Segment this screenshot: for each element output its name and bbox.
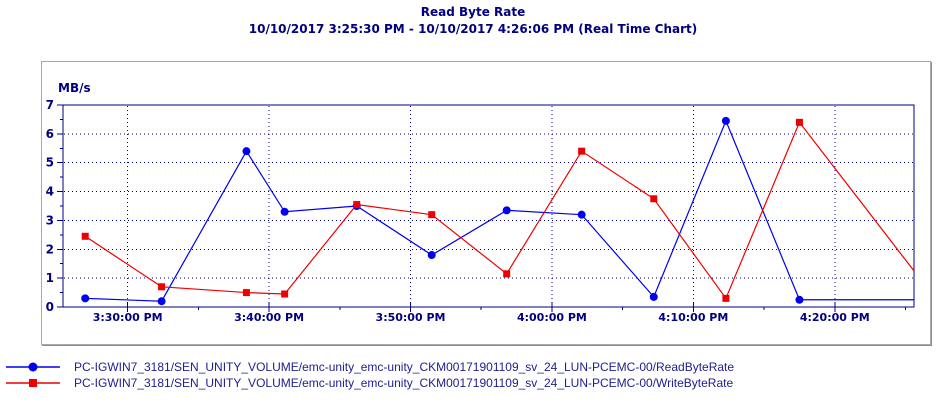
write-series-marker <box>353 201 361 209</box>
write-series-marker <box>428 211 436 219</box>
write-series-marker <box>242 289 250 297</box>
read-series-marker <box>242 147 251 156</box>
write-series-marker <box>578 147 586 155</box>
chart-canvas: 3:30:00 PM 3:40:00 PM 3:50:00 PM 4:00:00 PM… <box>46 81 915 324</box>
legend-marker-circle-icon <box>28 362 38 372</box>
x-tick-label: 4:00:00 PM <box>517 311 587 324</box>
write-series-marker <box>81 232 89 240</box>
write-series-marker <box>503 270 511 278</box>
legend-marker-square-icon <box>29 379 37 387</box>
chart-subtitle: 10/10/2017 3:25:30 PM - 10/10/2017 4:26:… <box>248 22 698 36</box>
read-series-marker <box>577 210 586 219</box>
read-series-marker <box>649 292 658 301</box>
write-series-marker <box>281 290 289 298</box>
write-series-marker <box>722 294 730 302</box>
y-tick-label: 5 <box>46 156 54 170</box>
y-tick-label: 3 <box>46 213 54 227</box>
write-series-marker <box>650 195 658 203</box>
write-series-line <box>84 121 915 300</box>
legend-label-readbyterate: PC-IGWIN7_3181/SEN_UNITY_VOLUME/emc-unit… <box>74 360 735 374</box>
x-tick-label: 3:40:00 PM <box>234 311 304 324</box>
read-series-line <box>85 119 914 302</box>
write-series-swatch-icon <box>6 379 60 387</box>
y-tick-label: 7 <box>46 98 54 112</box>
legend-row-writebyterate: PC-IGWIN7_3181/SEN_UNITY_VOLUME/emc-unit… <box>4 375 734 391</box>
read-series-marker <box>280 207 289 216</box>
x-tick-label: 3:30:00 PM <box>93 311 163 324</box>
read-series-marker <box>795 295 804 304</box>
legend: PC-IGWIN7_3181/SEN_UNITY_VOLUME/emc-unit… <box>4 359 734 391</box>
chart-frame: 3:30:00 PM 3:40:00 PM 3:50:00 PM 4:00:00 PM… <box>41 61 931 345</box>
read-series-marker <box>427 251 436 260</box>
x-tick-label: 3:50:00 PM <box>376 311 446 324</box>
legend-label-writebyterate: PC-IGWIN7_3181/SEN_UNITY_VOLUME/emc-unit… <box>74 376 734 390</box>
chart-title: Read Byte Rate <box>420 5 526 19</box>
y-tick-label: 1 <box>46 271 54 285</box>
legend-row-readbyterate: PC-IGWIN7_3181/SEN_UNITY_VOLUME/emc-unit… <box>4 359 734 375</box>
write-series-marker <box>795 118 803 126</box>
write-series-marker <box>158 283 166 291</box>
read-series-swatch-icon <box>6 362 60 372</box>
plot-border <box>62 104 915 308</box>
y-tick-label: 0 <box>46 300 54 314</box>
y-tick-label: 2 <box>46 242 54 256</box>
read-series-marker <box>81 294 90 303</box>
y-axis-unit-label: MB/s <box>58 81 91 95</box>
read-series-marker <box>721 116 730 125</box>
read-series-marker <box>502 206 511 215</box>
y-tick-label: 4 <box>46 185 54 199</box>
read-series-marker <box>157 297 166 306</box>
x-tick-label: 4:20:00 PM <box>800 311 870 324</box>
x-tick-label: 4:10:00 PM <box>658 311 728 324</box>
y-tick-label: 6 <box>46 127 54 141</box>
